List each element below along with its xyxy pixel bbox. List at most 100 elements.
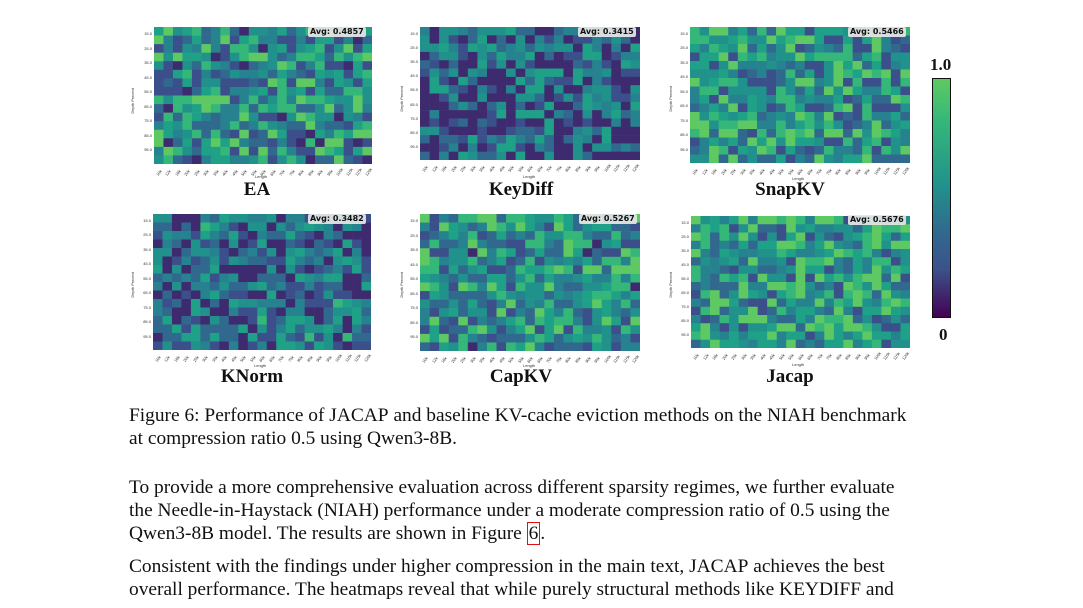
heatmap-cell: [353, 138, 363, 148]
heatmap-cell: [486, 248, 497, 258]
heatmap-cell: [257, 214, 268, 223]
heatmap-cell: [630, 222, 640, 232]
heatmap-cell: [823, 52, 834, 62]
x-tick-label: 120k: [901, 350, 911, 361]
heatmap-cell: [544, 214, 555, 223]
heatmap-cell: [353, 86, 363, 96]
heatmap-cell: [862, 146, 873, 155]
heatmap-cell: [171, 231, 182, 240]
heatmap-cell: [420, 151, 430, 160]
heatmap-cell: [324, 69, 335, 79]
heatmap-cell: [582, 299, 593, 309]
heatmap-cell: [458, 93, 469, 103]
heatmap-cell: [776, 27, 786, 36]
heatmap-cell: [553, 222, 564, 232]
heatmap-cell: [776, 44, 786, 53]
heatmap-cell: [534, 291, 545, 300]
heatmap-cell: [871, 273, 882, 283]
x-tick-label: 12k: [430, 164, 439, 173]
heatmap-cell: [890, 95, 901, 104]
heatmap-cell: [573, 256, 583, 266]
heatmap-cell: [862, 52, 873, 62]
heatmap-cell: [700, 331, 711, 341]
heatmap-cell: [266, 324, 277, 334]
heatmap-cell: [458, 68, 469, 78]
heatmap-cell: [691, 306, 701, 316]
heatmap-cell: [352, 231, 362, 240]
x-axis-label: Length: [255, 174, 268, 179]
x-tick-label: 20k: [449, 355, 458, 364]
heatmap-cell: [343, 86, 354, 96]
heatmap-cell: [823, 35, 834, 45]
heatmap-cell: [699, 112, 710, 121]
heatmap-cell: [248, 104, 259, 113]
heatmap-cell: [757, 282, 768, 291]
heatmap-cell: [544, 282, 555, 292]
heatmap-cell: [467, 214, 478, 223]
heatmap-cell: [573, 291, 583, 300]
heatmap-cell: [833, 265, 844, 275]
heatmap-cell: [496, 135, 507, 144]
heatmap-cell: [420, 85, 430, 94]
heatmap-cell: [795, 129, 806, 138]
heatmap-cell: [737, 146, 748, 155]
heatmap-cell: [342, 341, 353, 350]
heatmap-cell: [871, 306, 882, 316]
x-tick-label: 100k: [602, 353, 612, 364]
x-tick-label: 90k: [853, 352, 862, 361]
x-tick-label: 120k: [901, 165, 911, 176]
heatmap-cell: [314, 231, 324, 240]
heatmap-cell: [582, 135, 593, 144]
heatmap-cell: [881, 137, 892, 147]
heatmap-cell: [353, 52, 363, 62]
heatmap-cell: [900, 290, 910, 299]
heatmap-cell: [296, 52, 306, 62]
heatmap-cell: [691, 224, 701, 233]
heatmap-cell: [420, 239, 430, 249]
panel-title: KNorm: [220, 366, 284, 387]
heatmap-cell: [573, 135, 583, 144]
heatmap-cell: [691, 216, 701, 225]
avg-badge: Avg: 0.5267: [579, 214, 637, 224]
figure-link[interactable]: 6: [526, 522, 541, 545]
heatmap-cell: [257, 316, 268, 325]
heatmap-cell: [324, 104, 335, 113]
heatmap-cell: [361, 324, 371, 334]
heatmap-cell: [458, 239, 469, 249]
heatmap-cell: [361, 214, 371, 223]
heatmap-cell: [229, 52, 240, 62]
heatmap-cell: [181, 290, 192, 300]
heatmap-cell: [496, 143, 507, 152]
heatmap-cell: [515, 126, 526, 136]
heatmap-cell: [601, 35, 612, 44]
heatmap-cell: [229, 35, 240, 45]
heatmap-cell: [153, 282, 163, 291]
heatmap-cell: [700, 240, 711, 250]
heatmap-cell: [805, 232, 816, 242]
heatmap-cell: [172, 69, 183, 79]
heatmap-cell: [620, 316, 631, 326]
heatmap-cell: [699, 120, 710, 130]
heatmap-cell: [228, 231, 239, 240]
heatmap-cell: [737, 120, 748, 130]
heatmap-cell: [182, 112, 193, 122]
heatmap-cell: [439, 51, 449, 61]
heatmap-cell: [153, 265, 163, 274]
heatmap-cell: [296, 138, 306, 148]
heatmap-cell: [544, 248, 555, 258]
heatmap-cell: [277, 35, 287, 45]
heatmap-cell: [544, 308, 555, 318]
heatmap-cell: [361, 222, 371, 232]
heatmap-cell: [573, 85, 583, 94]
heatmap-cell: [871, 35, 882, 45]
heatmap-cell: [486, 342, 497, 351]
heatmap-cell: [439, 308, 449, 318]
heatmap-cell: [229, 146, 240, 156]
heatmap-cell: [767, 216, 777, 225]
heatmap-cell: [496, 118, 507, 128]
heatmap-cell: [304, 307, 315, 317]
heatmap-cell: [534, 256, 545, 266]
heatmap-cell: [900, 35, 910, 45]
heatmap-cell: [871, 315, 882, 324]
heatmap-cell: [728, 35, 739, 45]
